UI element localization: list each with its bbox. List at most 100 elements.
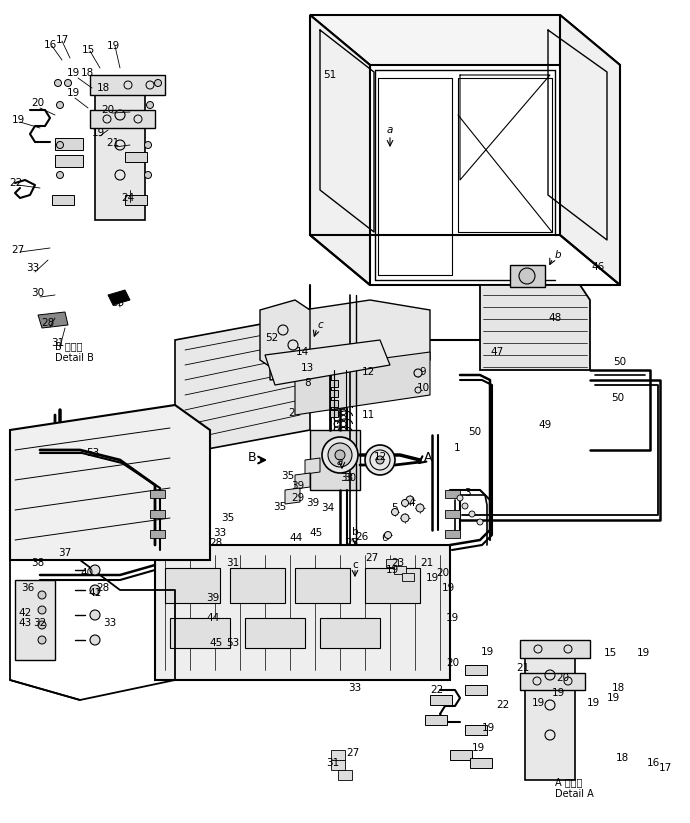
Polygon shape — [465, 725, 487, 735]
Circle shape — [335, 450, 345, 460]
Text: A: A — [424, 450, 432, 463]
Polygon shape — [310, 430, 360, 490]
Text: 31: 31 — [226, 558, 239, 568]
Circle shape — [406, 496, 414, 504]
Polygon shape — [465, 685, 487, 695]
Circle shape — [57, 171, 63, 179]
Bar — [365, 568, 420, 603]
Text: 50: 50 — [611, 393, 624, 403]
Text: 33: 33 — [104, 618, 117, 628]
Text: 5: 5 — [392, 503, 398, 513]
Polygon shape — [480, 285, 590, 370]
Polygon shape — [331, 760, 345, 770]
Text: 16: 16 — [647, 758, 660, 768]
Text: 17: 17 — [658, 763, 671, 773]
Text: 16: 16 — [43, 40, 57, 50]
Bar — [295, 568, 350, 603]
Text: 19: 19 — [607, 693, 620, 703]
Text: 28: 28 — [41, 318, 55, 328]
Polygon shape — [331, 750, 345, 760]
Circle shape — [90, 565, 100, 575]
Polygon shape — [38, 312, 68, 328]
Text: 14: 14 — [295, 347, 308, 357]
Text: 21: 21 — [106, 138, 119, 148]
Text: b: b — [352, 527, 358, 537]
Text: 20: 20 — [446, 658, 460, 668]
Bar — [330, 400, 338, 407]
Text: 19: 19 — [636, 648, 649, 658]
Polygon shape — [465, 665, 487, 675]
Text: 30: 30 — [344, 473, 357, 483]
Text: B: B — [248, 450, 256, 463]
Circle shape — [90, 585, 100, 595]
Circle shape — [462, 503, 468, 509]
Circle shape — [144, 142, 152, 148]
Circle shape — [519, 268, 535, 284]
Polygon shape — [560, 15, 620, 285]
Text: 19: 19 — [66, 88, 79, 98]
Text: 19: 19 — [586, 698, 600, 708]
Polygon shape — [295, 473, 310, 489]
Polygon shape — [55, 155, 83, 167]
Polygon shape — [150, 530, 165, 538]
Polygon shape — [520, 640, 590, 658]
Polygon shape — [125, 195, 147, 205]
Text: 11: 11 — [362, 410, 375, 420]
Circle shape — [90, 610, 100, 620]
Text: a: a — [337, 457, 343, 467]
Text: 33: 33 — [348, 683, 362, 693]
Polygon shape — [10, 405, 210, 560]
Text: 15: 15 — [603, 648, 617, 658]
Text: 45: 45 — [209, 638, 223, 648]
Text: 35: 35 — [221, 513, 235, 523]
Text: 53: 53 — [86, 448, 99, 458]
Polygon shape — [108, 290, 130, 305]
Bar — [320, 618, 380, 648]
Polygon shape — [402, 573, 414, 581]
Text: 19: 19 — [386, 565, 399, 575]
Text: c: c — [352, 560, 358, 570]
Polygon shape — [450, 750, 472, 760]
Text: 43: 43 — [19, 618, 32, 628]
Text: 33: 33 — [26, 263, 39, 273]
Polygon shape — [445, 490, 460, 498]
Text: 19: 19 — [425, 573, 439, 583]
Text: 50: 50 — [469, 427, 482, 437]
Text: 44: 44 — [289, 533, 303, 543]
Bar — [245, 618, 305, 648]
Text: 26: 26 — [355, 532, 368, 542]
Polygon shape — [90, 110, 155, 128]
Text: 49: 49 — [538, 420, 551, 430]
Polygon shape — [470, 758, 492, 768]
Text: 44: 44 — [206, 613, 219, 623]
Polygon shape — [125, 152, 147, 162]
Polygon shape — [150, 510, 165, 518]
Text: 19: 19 — [442, 583, 455, 593]
Text: 20: 20 — [437, 568, 450, 578]
Text: 33: 33 — [213, 528, 226, 538]
Polygon shape — [310, 15, 620, 65]
Text: 33: 33 — [111, 298, 125, 308]
Bar — [230, 568, 285, 603]
Circle shape — [365, 445, 395, 475]
Text: 33: 33 — [340, 473, 353, 483]
Circle shape — [414, 369, 422, 377]
Polygon shape — [90, 75, 165, 95]
Polygon shape — [310, 15, 370, 285]
Text: 19: 19 — [445, 613, 459, 623]
Text: 27: 27 — [366, 553, 379, 563]
Text: 28: 28 — [97, 583, 110, 593]
Text: 12: 12 — [373, 452, 386, 462]
Text: a: a — [387, 125, 393, 135]
Text: 39: 39 — [306, 498, 319, 508]
Text: 20: 20 — [101, 105, 115, 115]
Text: 19: 19 — [480, 647, 493, 657]
Text: 29: 29 — [291, 493, 304, 503]
Polygon shape — [425, 715, 447, 725]
Text: 23: 23 — [391, 558, 404, 568]
Circle shape — [402, 500, 408, 506]
Polygon shape — [270, 300, 430, 380]
Circle shape — [469, 511, 475, 517]
Text: 30: 30 — [32, 288, 45, 298]
Circle shape — [38, 606, 46, 614]
